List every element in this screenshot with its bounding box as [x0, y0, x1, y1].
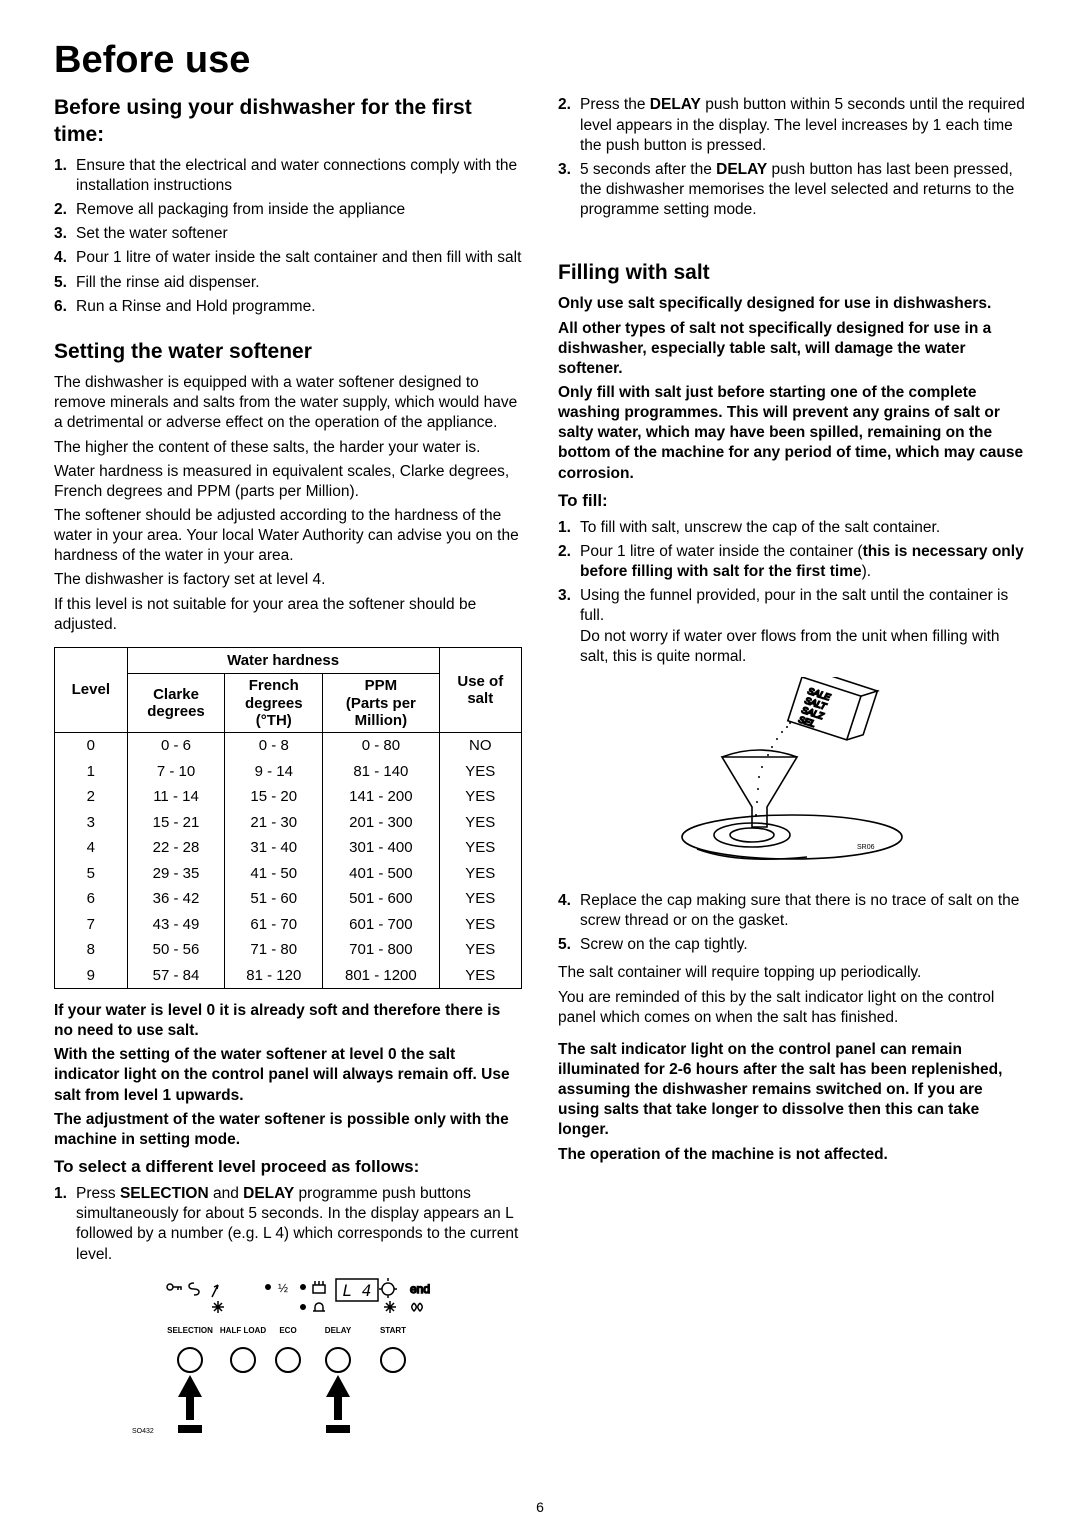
heading-to-fill: To fill: — [558, 490, 1026, 512]
para-bold: With the setting of the water softener a… — [54, 1045, 522, 1105]
th-salt: Use ofsalt — [439, 647, 521, 732]
list-item: 4.Replace the cap making sure that there… — [558, 891, 1026, 931]
table-row: 17 - 109 - 1481 - 140YES — [55, 759, 522, 785]
para-bold: The operation of the machine is not affe… — [558, 1145, 1026, 1165]
page-title: Before use — [54, 36, 1026, 85]
arrow-icon — [326, 1375, 350, 1433]
heading-select-level: To select a different level proceed as f… — [54, 1156, 522, 1178]
para: You are reminded of this by the salt ind… — [558, 988, 1026, 1028]
salt-funnel-figure: SALE SALT SALZ SEL SR06 — [558, 677, 1026, 873]
list-item: 6.Run a Rinse and Hold programme. — [54, 297, 522, 317]
th-level: Level — [55, 647, 128, 732]
arrow-icon — [178, 1375, 202, 1433]
th-french: Frenchdegrees(°TH) — [225, 674, 323, 733]
heading-softener: Setting the water softener — [54, 339, 522, 365]
list-item: 3.Using the funnel provided, pour in the… — [558, 586, 1026, 667]
para: Water hardness is measured in equivalent… — [54, 462, 522, 502]
btn-label-half-load: HALF LOAD — [220, 1326, 266, 1335]
th-hardness: Water hardness — [127, 647, 439, 674]
para: If this level is not suitable for your a… — [54, 595, 522, 635]
table-row: 957 - 8481 - 120801 - 1200YES — [55, 963, 522, 989]
para: The salt container will require topping … — [558, 963, 1026, 983]
svg-text:end: end — [410, 1282, 430, 1296]
table-row: 743 - 4961 - 70601 - 700YES — [55, 912, 522, 938]
two-column-layout: Before using your dishwasher for the fir… — [54, 95, 1026, 1466]
para: The higher the content of these salts, t… — [54, 438, 522, 458]
th-clarke: Clarkedegrees — [127, 674, 225, 733]
list-item: 2.Remove all packaging from inside the a… — [54, 200, 522, 220]
water-hardness-table: Level Water hardness Use ofsalt Clarkede… — [54, 647, 522, 989]
th-ppm: PPM(Parts perMillion) — [323, 674, 439, 733]
table-row: 422 - 2831 - 40301 - 400YES — [55, 835, 522, 861]
para-bold: Only use salt specifically designed for … — [558, 294, 1026, 314]
list-item: 1. Press SELECTION and DELAY programme p… — [54, 1184, 522, 1265]
list-item: 4.Pour 1 litre of water inside the salt … — [54, 248, 522, 268]
table-row: 636 - 4251 - 60501 - 600YES — [55, 886, 522, 912]
right-column: 2.Press the DELAY push button within 5 s… — [558, 95, 1026, 1466]
list-item: 1.Ensure that the electrical and water c… — [54, 156, 522, 196]
panel-display: L 4 — [343, 1281, 372, 1300]
page-number: 6 — [0, 1498, 1080, 1516]
heading-filling-salt: Filling with salt — [558, 260, 1026, 286]
para: The dishwasher is factory set at level 4… — [54, 570, 522, 590]
table-row: 00 - 60 - 80 - 80NO — [55, 733, 522, 759]
list-item: 5.Screw on the cap tightly. — [558, 935, 1026, 955]
btn-label-delay: DELAY — [325, 1326, 352, 1335]
para-bold: All other types of salt not specifically… — [558, 319, 1026, 379]
btn-label-start: START — [380, 1326, 406, 1335]
figure-ref: SO432 — [132, 1428, 154, 1435]
list-item: 2.Pour 1 litre of water inside the conta… — [558, 542, 1026, 582]
first-time-list: 1.Ensure that the electrical and water c… — [54, 156, 522, 317]
half-load-icon: ½ — [278, 1281, 288, 1295]
table-row: 211 - 1415 - 20141 - 200YES — [55, 784, 522, 810]
left-column: Before using your dishwasher for the fir… — [54, 95, 522, 1466]
list-item: 2.Press the DELAY push button within 5 s… — [558, 95, 1026, 155]
table-row: 529 - 3541 - 50401 - 500YES — [55, 861, 522, 887]
para-bold: The adjustment of the water softener is … — [54, 1110, 522, 1150]
table-row: 315 - 2121 - 30201 - 300YES — [55, 810, 522, 836]
heading-first-time: Before using your dishwasher for the fir… — [54, 95, 522, 148]
list-item: 3.Set the water softener — [54, 224, 522, 244]
figure-ref: SR06 — [857, 844, 875, 851]
table-row: 850 - 5671 - 80701 - 800YES — [55, 937, 522, 963]
para-bold: Only fill with salt just before starting… — [558, 383, 1026, 484]
para: The softener should be adjusted accordin… — [54, 506, 522, 566]
para-bold: The salt indicator light on the control … — [558, 1040, 1026, 1141]
btn-label-eco: ECO — [279, 1326, 296, 1335]
list-item: 5.Fill the rinse aid dispenser. — [54, 273, 522, 293]
list-item: 3.5 seconds after the DELAY push button … — [558, 160, 1026, 220]
control-panel-figure: ½ L 4 end — [54, 1275, 522, 1445]
para: The dishwasher is equipped with a water … — [54, 373, 522, 433]
para-bold: If your water is level 0 it is already s… — [54, 1001, 522, 1041]
btn-label-selection: SELECTION — [167, 1326, 213, 1335]
list-item: 1.To fill with salt, unscrew the cap of … — [558, 518, 1026, 538]
